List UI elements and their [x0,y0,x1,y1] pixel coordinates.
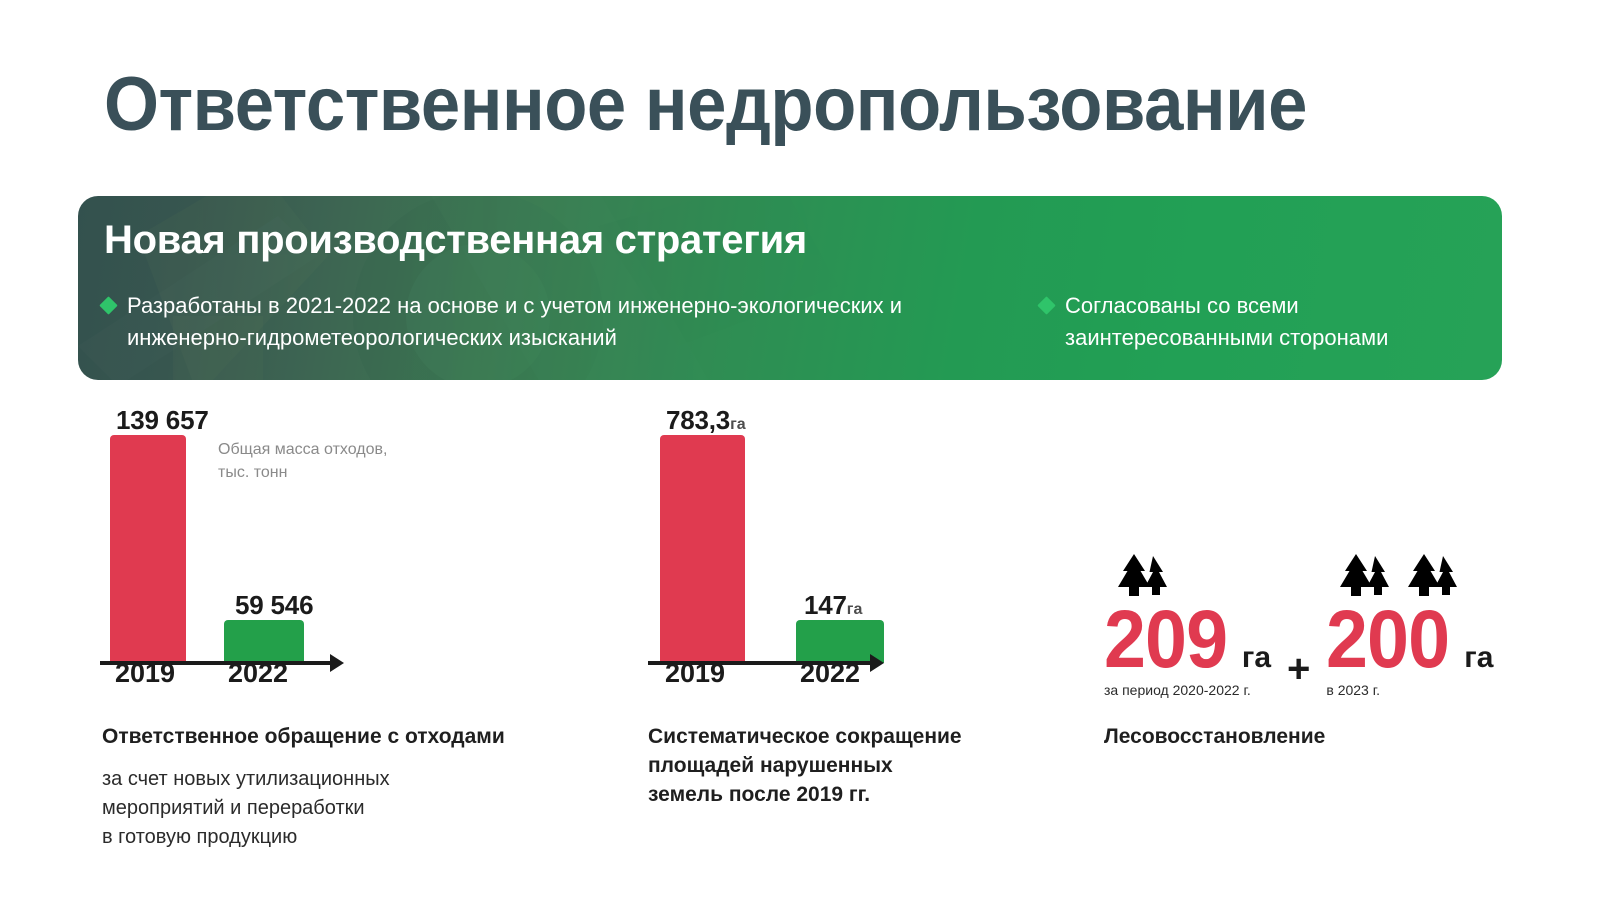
chart-disturbed-land: 783,3га 147га 2019 2022 [648,400,948,688]
caption-body: за счет новых утилизационных мероприятий… [102,768,390,848]
forest-restoration-stats: 209 га за период 2020-2022 г. + [1104,548,1493,698]
plus-operator: + [1287,647,1311,691]
diamond-icon [99,296,118,315]
banner-bullet-1-text: Разработаны в 2021-2022 на основе и с уч… [127,293,903,350]
forest-number: 200 [1326,594,1450,685]
x-tick-2019: 2019 [665,658,726,688]
forest-number: 209 [1104,594,1228,685]
caption-waste: Ответственное обращение с отходами за сч… [102,722,572,852]
bar-value-unit: га [730,416,746,433]
forest-caption-2: в 2023 г. [1326,682,1381,698]
axis-arrow-icon [330,654,344,672]
banner-bullet-1: Разработаны в 2021-2022 на основе и с уч… [99,290,982,354]
x-axis [100,654,350,672]
pine-tree-pair-icon [1118,554,1167,596]
bar-value-number: 59 546 [235,590,314,620]
bar-value-number: 147 [804,590,847,620]
tree-group [1112,554,1271,600]
forest-stat-1: 209 га за период 2020-2022 г. [1104,554,1271,698]
bar-2022 [796,620,884,663]
axis-line [648,661,874,665]
caption-land: Систематическое сокращение площадей нару… [648,722,1048,809]
diamond-icon [1037,296,1056,315]
bar-value-label: 59 546 [235,590,314,621]
bar-value-unit: га [846,601,863,618]
caption-forest: Лесовосстановление [1104,722,1504,751]
forest-value-1: 209 га [1104,594,1272,685]
bar-value-number: 139 657 [116,405,209,435]
chart-disturbed-land-plot: 783,3га 147га 2019 2022 [648,400,948,688]
bar-2019 [660,435,745,663]
page-title: Ответственное недропользование [104,62,1307,147]
x-axis [648,654,898,672]
x-tick-2019: 2019 [115,658,176,688]
caption-heading: Систематическое сокращение площадей нару… [648,725,962,806]
bar-value-label: 139 657 [116,405,209,436]
chart-waste-mass-plot: 139 657 59 546 2019 2022 Общая масса отх… [100,400,400,688]
chart-waste-mass: 139 657 59 546 2019 2022 Общая масса отх… [100,400,400,688]
bar-value-number: 783,3 [666,405,731,435]
tree-group [1334,554,1493,600]
chart-note: Общая масса отходов, тыс. тонн [218,441,388,481]
bar-value-label: 783,3га [666,405,746,436]
pine-tree-pair-icon [1408,554,1458,596]
x-tick-2022: 2022 [228,658,289,688]
pine-tree-pair-icon [1340,554,1390,596]
axis-arrow-icon [870,654,884,672]
forest-stat-2: 200 га в 2023 г. [1326,554,1493,698]
banner-bullet-2-text: Согласованы со всеми заинтересованными с… [1065,293,1389,350]
x-tick-2022: 2022 [800,658,861,688]
forest-unit: га [1464,641,1494,674]
axis-line [100,661,334,665]
banner-bullet-2: Согласованы со всеми заинтересованными с… [1037,290,1490,354]
forest-value-2: 200 га [1326,594,1494,685]
caption-heading: Ответственное обращение с отходами [102,725,505,748]
bar-2022 [224,620,304,663]
bar-value-label: 147га [804,590,862,621]
forest-unit: га [1241,641,1272,674]
caption-heading: Лесовосстановление [1104,725,1326,748]
banner-title: Новая производственная стратегия [104,218,807,262]
bar-2019 [110,435,186,663]
strategy-banner: Новая производственная стратегия Разрабо… [78,196,1502,380]
forest-caption-1: за период 2020-2022 г. [1104,682,1251,698]
